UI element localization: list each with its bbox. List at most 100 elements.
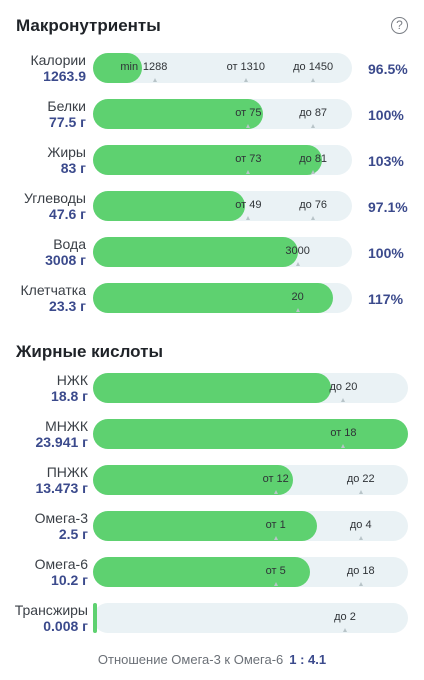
nutrient-row[interactable]: Омега-6 10.2 г от 5 до 18 (0, 550, 424, 594)
range-marker-label: от 1 (265, 519, 286, 531)
nutrient-value: 1263.9 (43, 68, 86, 84)
range-marker-label: до 18 (346, 565, 375, 577)
macronutrients-title: Макронутриенты (16, 16, 161, 35)
nutrient-value: 2.5 г (58, 526, 88, 542)
nutrient-name: Углеводы (23, 190, 86, 206)
nutrient-name: ПНЖК (46, 464, 88, 480)
progress-track: от 5 до 18 (93, 557, 408, 587)
nutrient-value: 18.8 г (51, 388, 88, 404)
progress-track: от 1 до 4 (93, 511, 408, 541)
nutrient-label: Жиры 83 г (47, 144, 86, 176)
nutrient-row[interactable]: Калории 1263.9 min 1288 от 1310 до 1450 96.5% (0, 46, 424, 90)
range-tick-icon (246, 124, 251, 128)
nutrient-name: Клетчатка (20, 282, 86, 298)
range-marker-label: от 1310 (226, 61, 266, 73)
progress-track: от 12 до 22 (93, 465, 408, 495)
nutrient-row[interactable]: Клетчатка 23.3 г 20 117% (0, 276, 424, 320)
nutrient-name: Омега-6 (34, 556, 88, 572)
range-tick-icon (311, 170, 316, 174)
nutrient-name: Белки (47, 98, 86, 114)
range-marker-label: от 73 (235, 153, 262, 165)
omega-ratio-label: Отношение Омега-3 к Омега-6 (97, 652, 284, 667)
range-tick-icon (311, 78, 316, 82)
nutrient-label: МНЖК 23.941 г (35, 418, 88, 450)
nutrient-row[interactable]: ПНЖК 13.473 г от 12 до 22 (0, 458, 424, 502)
omega-ratio: Отношение Омега-3 к Омега-6 1 : 4.1 (0, 652, 424, 667)
nutrient-row[interactable]: Омега-3 2.5 г от 1 до 4 (0, 504, 424, 548)
nutrient-row[interactable]: Белки 77.5 г от 75 до 87 100% (0, 92, 424, 136)
nutrient-name: Жиры (47, 144, 86, 160)
range-tick-icon (341, 444, 346, 448)
nutrient-percent: 96.5% (368, 61, 408, 77)
range-marker-label: до 1450 (293, 61, 334, 73)
progress-fill (93, 465, 294, 495)
fatty-acids-title: Жирные кислоты (16, 342, 163, 361)
range-tick-icon (273, 490, 278, 494)
nutrient-value: 77.5 г (49, 114, 86, 130)
nutrient-name: МНЖК (45, 418, 88, 434)
progress-fill (93, 603, 97, 633)
range-marker-label: 20 (291, 291, 304, 303)
range-tick-icon (153, 78, 158, 82)
range-marker-label: от 12 (262, 473, 289, 485)
nutrient-label: ПНЖК 13.473 г (35, 464, 88, 496)
range-tick-icon (243, 78, 248, 82)
range-tick-icon (295, 308, 300, 312)
nutrient-row[interactable]: НЖК 18.8 г до 20 (0, 366, 424, 410)
range-tick-icon (358, 490, 363, 494)
nutrient-value: 3008 г (45, 252, 86, 268)
nutrient-row[interactable]: Жиры 83 г от 73 до 81 103% (0, 138, 424, 182)
nutrient-value: 13.473 г (35, 480, 88, 496)
progress-track: до 20 (93, 373, 408, 403)
range-tick-icon (273, 582, 278, 586)
nutrient-name: НЖК (56, 372, 88, 388)
progress-track: до 2 (93, 603, 408, 633)
range-marker-label: до 4 (349, 519, 372, 531)
progress-fill (93, 419, 408, 449)
progress-fill (93, 283, 333, 313)
nutrient-label: Вода 3008 г (45, 236, 86, 268)
nutrient-row[interactable]: МНЖК 23.941 г от 18 (0, 412, 424, 456)
range-tick-icon (273, 536, 278, 540)
range-marker-label: до 2 (334, 611, 356, 623)
nutrient-value: 23.3 г (49, 298, 86, 314)
progress-track: от 73 до 81 (93, 145, 352, 175)
nutrient-label: Омега-6 10.2 г (35, 556, 88, 588)
range-marker-label: от 49 (235, 199, 262, 211)
nutrient-value: 0.008 г (43, 618, 88, 634)
nutrient-name: Вода (53, 236, 86, 252)
range-marker-label: до 20 (329, 381, 358, 393)
omega-ratio-value: 1 : 4.1 (289, 652, 327, 667)
range-tick-icon (295, 262, 300, 266)
progress-track: 20 (93, 283, 352, 313)
nutrient-percent: 100% (368, 245, 404, 261)
progress-fill (93, 191, 245, 221)
nutrient-value: 23.941 г (35, 434, 88, 450)
nutrient-label: Трансжиры 0.008 г (15, 602, 88, 634)
progress-fill (93, 373, 331, 403)
progress-track: от 49 до 76 (93, 191, 352, 221)
nutrient-name: Калории (30, 52, 86, 68)
nutrient-percent: 117% (368, 291, 404, 307)
progress-track: от 18 (93, 419, 408, 449)
nutrient-value: 10.2 г (51, 572, 88, 588)
nutrient-row[interactable]: Трансжиры 0.008 г до 2 (0, 596, 424, 640)
nutrient-label: Клетчатка 23.3 г (21, 282, 86, 314)
progress-fill (93, 145, 323, 175)
progress-fill (93, 237, 298, 267)
range-tick-icon (311, 124, 316, 128)
nutrient-row[interactable]: Углеводы 47.6 г от 49 до 76 97.1% (0, 184, 424, 228)
nutrient-value: 83 г (60, 160, 86, 176)
progress-fill (93, 53, 143, 83)
progress-track: min 1288 от 1310 до 1450 (93, 53, 352, 83)
range-marker-label: от 5 (265, 565, 286, 577)
nutrient-label: Калории 1263.9 (31, 52, 86, 84)
range-marker-label: до 22 (346, 473, 375, 485)
range-marker-label: от 75 (235, 107, 262, 119)
nutrient-row[interactable]: Вода 3008 г 3000 100% (0, 230, 424, 274)
progress-fill (93, 99, 263, 129)
help-icon[interactable]: ? (391, 17, 408, 34)
nutrient-percent: 100% (368, 107, 404, 123)
range-marker-label: min (120, 61, 139, 73)
nutrient-label: Белки 77.5 г (47, 98, 86, 130)
